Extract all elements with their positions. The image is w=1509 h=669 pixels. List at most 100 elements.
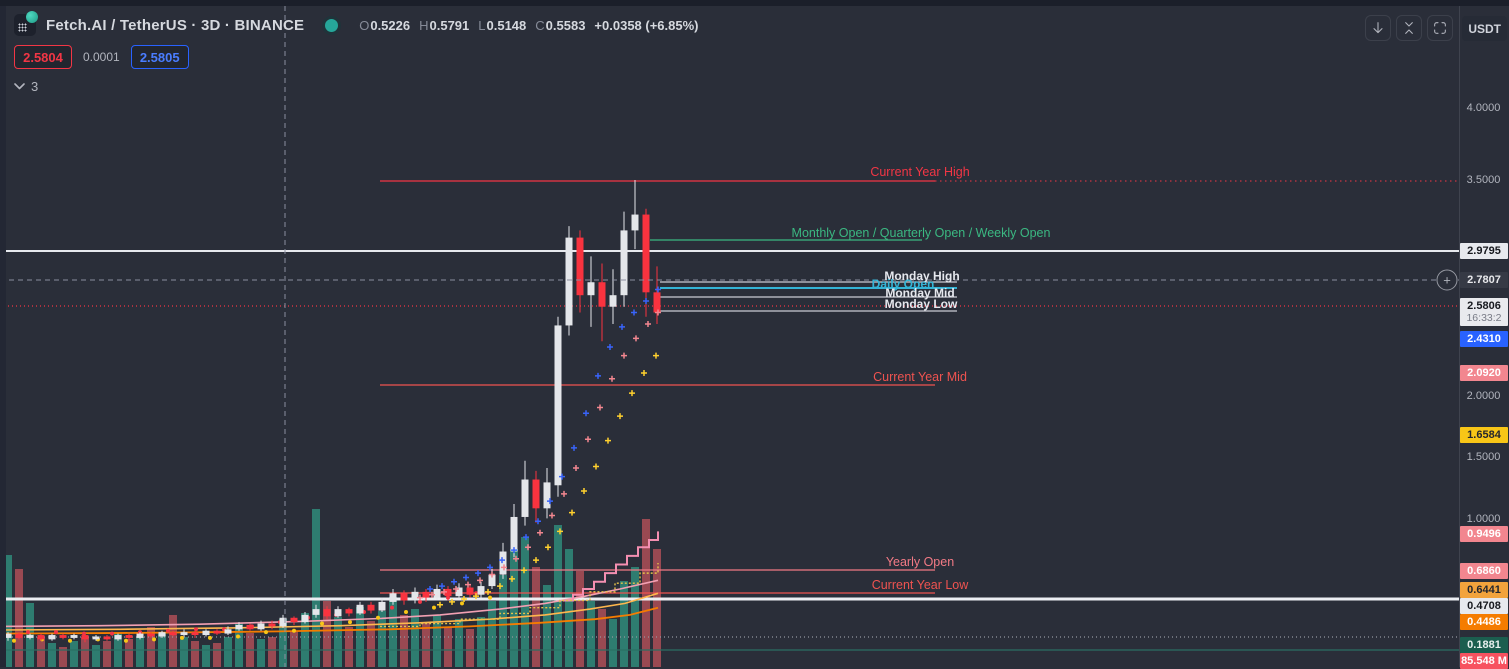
down-candle (642, 214, 650, 293)
level-lines[interactable] (0, 180, 1460, 651)
price-scale[interactable]: 4.0000 3.5000 2.0000 1.5000 1.0000 2.9795 2.78… (1459, 6, 1509, 669)
up-candle (411, 591, 419, 601)
up-candle (510, 516, 518, 552)
volume-bar (103, 641, 111, 667)
yellow-plus-marker (449, 598, 455, 605)
red-dot (110, 631, 114, 636)
blue-plus-marker (523, 534, 529, 541)
yellow-plus-marker (605, 437, 611, 444)
up-candle (158, 632, 166, 637)
up-candle (455, 587, 463, 597)
pink-plus-marker (537, 529, 543, 536)
crosshair-add-alert-button[interactable]: + (1436, 269, 1458, 291)
down-candle (15, 633, 23, 638)
blue-plus-marker (535, 518, 541, 525)
volume-bar (521, 537, 529, 667)
yellow-dot (68, 638, 72, 643)
window-left-edge (0, 0, 6, 667)
sell-button[interactable]: 2.5804 (14, 45, 72, 69)
blue-plus-marker (427, 585, 433, 592)
blue-plus-marker (511, 547, 517, 554)
volume-bar (312, 509, 320, 667)
fullscreen-button[interactable] (1427, 15, 1453, 41)
pink-plus-marker (429, 591, 435, 598)
yellow-dot (12, 638, 16, 643)
volume-bar (70, 641, 78, 667)
open-label: O (359, 17, 370, 33)
volume-bar (191, 641, 199, 667)
open-value: 0.5226 (370, 17, 411, 33)
volume-bar (367, 621, 375, 667)
scroll-to-latest-button[interactable] (1365, 15, 1391, 41)
volume-bar (136, 637, 144, 667)
object-tree-toggle[interactable]: 3 (14, 79, 38, 94)
volume-bar (609, 619, 617, 667)
pane-controls (1365, 15, 1453, 41)
high-value: 0.5791 (429, 17, 470, 33)
volume-bar (169, 615, 177, 667)
pink-plus-marker (453, 585, 459, 592)
axis-tick-2.0000: 2.0000 (1466, 390, 1501, 402)
down-candle (103, 636, 111, 640)
maximize-pane-button[interactable] (1396, 15, 1422, 41)
pink-plus-marker (655, 309, 661, 316)
pink-plus-marker (645, 321, 651, 327)
blue-plus-marker (547, 498, 553, 505)
up-candle (565, 237, 573, 326)
yellow-plus-marker (461, 596, 467, 603)
volume-bar (576, 571, 584, 667)
pink-plus-marker (465, 581, 471, 588)
volume-bar (444, 627, 452, 667)
blue-plus-marker (631, 309, 637, 316)
volume-bar (378, 611, 386, 667)
market-status-icon[interactable] (322, 15, 342, 35)
axis-price-label-16584: 1.6584 (1460, 427, 1508, 443)
down-candle (653, 292, 661, 313)
down-candle (290, 617, 298, 623)
up-candle (136, 633, 144, 638)
blue-plus-marker (571, 444, 577, 451)
volume-bar (631, 567, 639, 667)
pink-plus-marker (477, 577, 483, 584)
yellow-plus-marker (641, 369, 647, 376)
volume-bar (37, 637, 45, 667)
yellow-plus-marker (569, 509, 575, 516)
volume-bar (279, 619, 287, 667)
candlesticks (4, 180, 661, 643)
up-candle (312, 609, 320, 615)
pink-plus-marker (633, 335, 639, 342)
collapse-vertical-icon (1405, 22, 1413, 34)
bar-countdown: 16:33:2 (1466, 312, 1502, 324)
buy-button[interactable]: 2.5805 (130, 45, 189, 69)
red-dot (54, 630, 58, 635)
yellow-plus-marker (533, 557, 539, 564)
down-candle (323, 609, 331, 617)
yellow-plus-marker (473, 593, 479, 600)
volume-bar (257, 639, 265, 667)
axis-price-label-25806: 2.5806 16:33:2 (1460, 298, 1508, 326)
volume-bar (81, 637, 89, 667)
up-candle (301, 614, 309, 623)
axis-price-label-04708: 0.4708 (1460, 598, 1508, 614)
down-candle (59, 635, 67, 638)
volume-bar (411, 609, 419, 667)
symbol-title[interactable]: Fetch.AI / TetherUS · 3D · BINANCE (46, 16, 305, 34)
blue-plus-marker (583, 410, 589, 417)
axis-price-label-29795: 2.9795 (1460, 243, 1508, 259)
symbol-logo-icon[interactable] (14, 11, 38, 36)
down-candle (147, 633, 155, 637)
blue-plus-marker (643, 297, 649, 304)
blue-plus-marker (451, 578, 457, 585)
up-candle (554, 325, 562, 486)
down-candle (444, 588, 452, 597)
down-candle (422, 591, 430, 598)
yellow-plus-marker (617, 413, 623, 420)
pink-plus-marker (549, 512, 555, 519)
object-tree-count: 3 (31, 79, 39, 94)
pink-stair-curve (563, 531, 659, 602)
yellow-plus-marker (509, 575, 515, 582)
volume-bar (4, 555, 12, 667)
currency-toggle-button[interactable]: USDT (1462, 16, 1507, 41)
volume-bar (301, 613, 309, 667)
